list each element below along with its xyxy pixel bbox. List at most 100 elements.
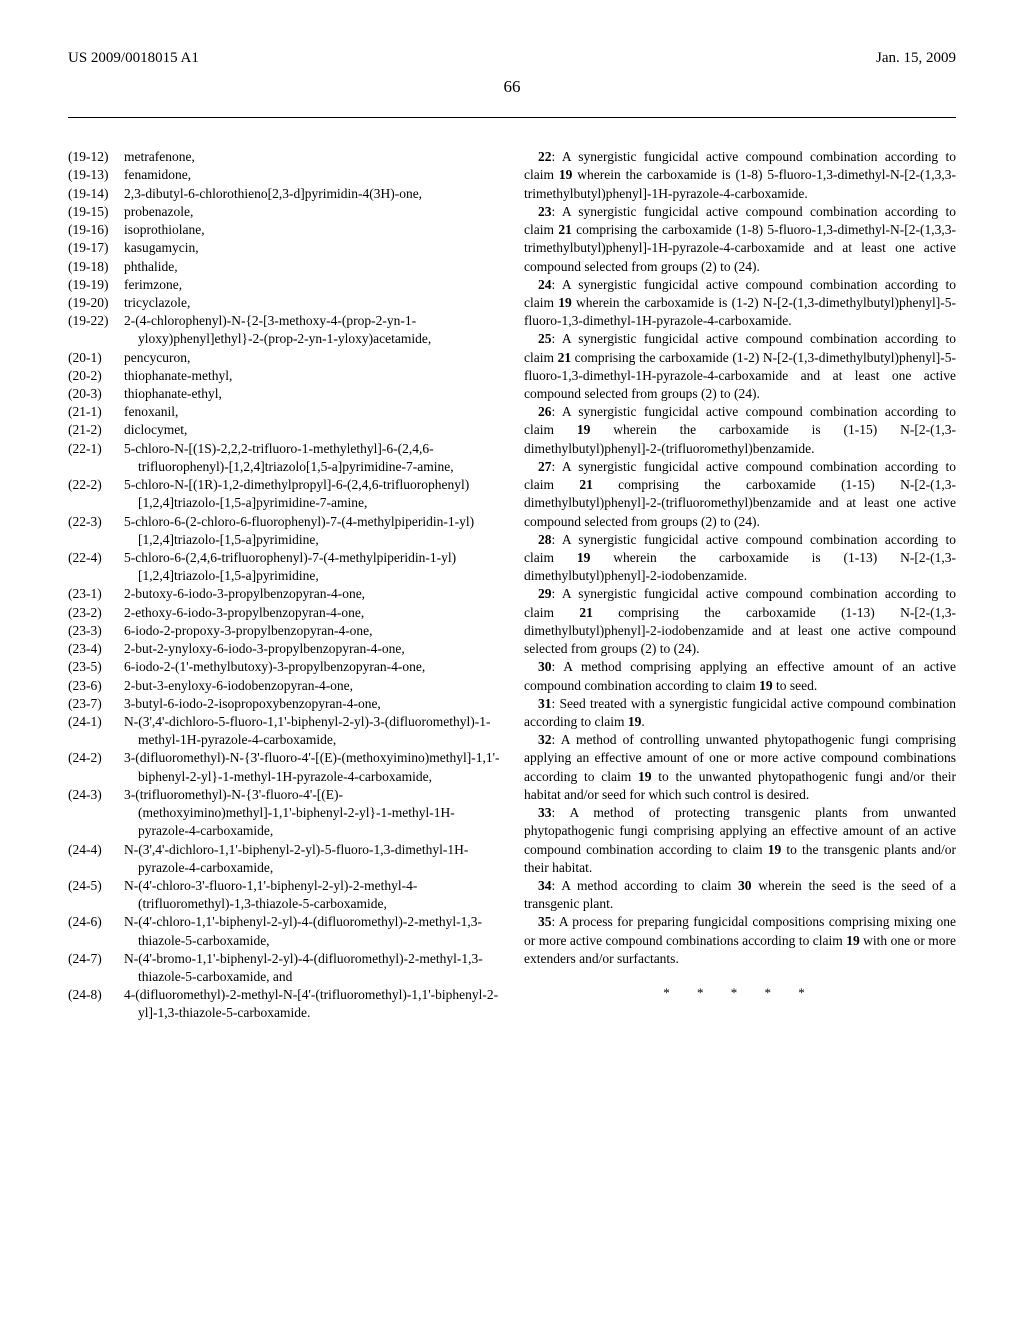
compound-tag: (24-7) (68, 950, 124, 986)
content-columns: (19-12)metrafenone,(19-13)fenamidone,(19… (68, 148, 956, 1023)
claim-number: 27 (538, 459, 552, 474)
compound-tag: (22-2) (68, 476, 124, 512)
claim-text: : A synergistic fungicidal active compou… (524, 149, 956, 200)
claim-number: 30 (538, 659, 552, 674)
claim-text: : A synergistic fungicidal active compou… (524, 459, 956, 529)
left-column: (19-12)metrafenone,(19-13)fenamidone,(19… (68, 148, 500, 1023)
compound-name: N-(3',4'-dichloro-1,1'-biphenyl-2-yl)-5-… (124, 841, 500, 877)
compound-name: 5-chloro-N-[(1R)-1,2-dimethylpropyl]-6-(… (124, 476, 500, 512)
compound-tag: (20-2) (68, 367, 124, 385)
claim-paragraph: 29: A synergistic fungicidal active comp… (524, 585, 956, 658)
claim-text: : A method of controlling unwanted phyto… (524, 732, 956, 802)
compound-tag: (23-1) (68, 585, 124, 603)
compound-item: (19-13)fenamidone, (68, 166, 500, 184)
claim-number: 34 (538, 878, 552, 893)
compound-tag: (23-4) (68, 640, 124, 658)
compound-name: isoprothiolane, (124, 221, 500, 239)
claim-number: 26 (538, 404, 552, 419)
compound-name: N-(4'-bromo-1,1'-biphenyl-2-yl)-4-(diflu… (124, 950, 500, 986)
publication-number: US 2009/0018015 A1 (68, 48, 199, 68)
compound-item: (22-2)5-chloro-N-[(1R)-1,2-dimethylpropy… (68, 476, 500, 512)
claim-number: 25 (538, 331, 552, 346)
compound-item: (20-3)thiophanate-ethyl, (68, 385, 500, 403)
compound-item: (23-1)2-butoxy-6-iodo-3-propylbenzopyran… (68, 585, 500, 603)
compound-tag: (19-18) (68, 258, 124, 276)
compound-tag: (20-1) (68, 349, 124, 367)
compound-name: 6-iodo-2-propoxy-3-propylbenzopyran-4-on… (124, 622, 500, 640)
compound-tag: (22-3) (68, 513, 124, 549)
compound-tag: (23-3) (68, 622, 124, 640)
compound-tag: (24-3) (68, 786, 124, 841)
compound-item: (23-3)6-iodo-2-propoxy-3-propylbenzopyra… (68, 622, 500, 640)
compound-name: 3-butyl-6-iodo-2-isopropoxybenzopyran-4-… (124, 695, 500, 713)
claim-paragraph: 31: Seed treated with a synergistic fung… (524, 695, 956, 731)
compound-name: fenamidone, (124, 166, 500, 184)
compound-item: (22-4)5-chloro-6-(2,4,6-trifluorophenyl)… (68, 549, 500, 585)
compound-name: 6-iodo-2-(1'-methylbutoxy)-3-propylbenzo… (124, 658, 500, 676)
compound-name: thiophanate-ethyl, (124, 385, 500, 403)
claim-number: 33 (538, 805, 552, 820)
compound-item: (19-12)metrafenone, (68, 148, 500, 166)
compound-tag: (24-8) (68, 986, 124, 1022)
compound-tag: (21-1) (68, 403, 124, 421)
compound-name: probenazole, (124, 203, 500, 221)
compound-tag: (19-20) (68, 294, 124, 312)
compound-item: (24-6)N-(4'-chloro-1,1'-biphenyl-2-yl)-4… (68, 913, 500, 949)
header-rule (68, 117, 956, 118)
compound-item: (19-17)kasugamycin, (68, 239, 500, 257)
claim-text: : A process for preparing fungicidal com… (524, 914, 956, 965)
compound-name: 5-chloro-N-[(1S)-2,2,2-trifluoro-1-methy… (124, 440, 500, 476)
claim-paragraph: 24: A synergistic fungicidal active comp… (524, 276, 956, 331)
claim-text: : A synergistic fungicidal active compou… (524, 586, 956, 656)
end-marker: * * * * * (524, 984, 956, 1002)
compound-name: N-(4'-chloro-1,1'-biphenyl-2-yl)-4-(difl… (124, 913, 500, 949)
compound-item: (23-7)3-butyl-6-iodo-2-isopropoxybenzopy… (68, 695, 500, 713)
compound-name: tricyclazole, (124, 294, 500, 312)
publication-date: Jan. 15, 2009 (876, 48, 956, 68)
compound-tag: (19-16) (68, 221, 124, 239)
claim-text: : Seed treated with a synergistic fungic… (524, 696, 956, 729)
compound-item: (19-22)2-(4-chlorophenyl)-N-{2-[3-methox… (68, 312, 500, 348)
page-header: US 2009/0018015 A1 Jan. 15, 2009 (68, 48, 956, 68)
compound-tag: (23-2) (68, 604, 124, 622)
claim-paragraph: 34: A method according to claim 30 where… (524, 877, 956, 913)
claim-number: 22 (538, 149, 552, 164)
compound-item: (20-2)thiophanate-methyl, (68, 367, 500, 385)
claim-paragraph: 33: A method of protecting transgenic pl… (524, 804, 956, 877)
compound-name: 2,3-dibutyl-6-chlorothieno[2,3-d]pyrimid… (124, 185, 500, 203)
compound-tag: (23-7) (68, 695, 124, 713)
compound-item: (23-4)2-but-2-ynyloxy-6-iodo-3-propylben… (68, 640, 500, 658)
compound-item: (19-15)probenazole, (68, 203, 500, 221)
compound-name: 3-(trifluoromethyl)-N-{3'-fluoro-4'-[(E)… (124, 786, 500, 841)
claim-text: : A synergistic fungicidal active compou… (524, 204, 956, 274)
compound-item: (21-2)diclocymet, (68, 421, 500, 439)
claim-paragraph: 23: A synergistic fungicidal active comp… (524, 203, 956, 276)
compound-item: (19-19)ferimzone, (68, 276, 500, 294)
compound-item: (24-1)N-(3',4'-dichloro-5-fluoro-1,1'-bi… (68, 713, 500, 749)
compound-item: (23-5)6-iodo-2-(1'-methylbutoxy)-3-propy… (68, 658, 500, 676)
compound-tag: (19-17) (68, 239, 124, 257)
compound-item: (24-5)N-(4'-chloro-3'-fluoro-1,1'-biphen… (68, 877, 500, 913)
page-number: 66 (68, 76, 956, 99)
claim-number: 31 (538, 696, 552, 711)
compound-item: (24-4)N-(3',4'-dichloro-1,1'-biphenyl-2-… (68, 841, 500, 877)
compound-tag: (19-14) (68, 185, 124, 203)
compound-name: pencycuron, (124, 349, 500, 367)
compound-name: 2-butoxy-6-iodo-3-propylbenzopyran-4-one… (124, 585, 500, 603)
compound-tag: (24-4) (68, 841, 124, 877)
claim-paragraph: 32: A method of controlling unwanted phy… (524, 731, 956, 804)
claim-text: : A method of protecting transgenic plan… (524, 805, 956, 875)
claim-paragraph: 26: A synergistic fungicidal active comp… (524, 403, 956, 458)
compound-item: (24-7)N-(4'-bromo-1,1'-biphenyl-2-yl)-4-… (68, 950, 500, 986)
compound-tag: (19-15) (68, 203, 124, 221)
compound-name: kasugamycin, (124, 239, 500, 257)
compound-tag: (23-6) (68, 677, 124, 695)
compound-name: 2-but-3-enyloxy-6-iodobenzopyran-4-one, (124, 677, 500, 695)
compound-tag: (21-2) (68, 421, 124, 439)
compound-item: (22-3)5-chloro-6-(2-chloro-6-fluoropheny… (68, 513, 500, 549)
compound-name: thiophanate-methyl, (124, 367, 500, 385)
claim-text: : A synergistic fungicidal active compou… (524, 331, 956, 401)
claim-text: : A method according to claim 30 wherein… (524, 878, 956, 911)
claim-paragraph: 28: A synergistic fungicidal active comp… (524, 531, 956, 586)
compound-name: phthalide, (124, 258, 500, 276)
